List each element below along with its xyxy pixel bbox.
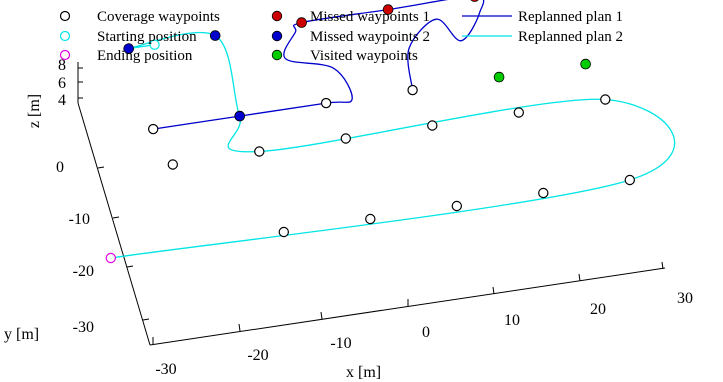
legend-label: Replanned plan 1: [518, 9, 623, 25]
x-tick-label: -30: [155, 361, 176, 378]
coverage-point: [365, 213, 376, 225]
y-axis-line: [77, 102, 151, 346]
visited-point: [493, 71, 505, 83]
end-point: [105, 252, 117, 264]
missed2-point: [123, 43, 134, 54]
legend-label: Starting position: [97, 29, 197, 45]
coverage-point: [254, 146, 265, 157]
coverage-point: [278, 226, 289, 238]
legend: Coverage waypoints Starting position End…: [59, 9, 623, 64]
legend-item-plan2: Replanned plan 2: [462, 29, 623, 45]
legend-marker-missed2: [271, 30, 283, 42]
legend-marker-missed1: [271, 10, 283, 22]
legend-marker-end: [59, 49, 71, 61]
y-tick-label: -20: [73, 263, 94, 280]
y-tick-labels: -30 -20 -10 0: [56, 159, 94, 336]
z-tick-label: 6: [58, 75, 66, 92]
legend-item-start: Starting position: [59, 29, 197, 45]
z-axis-label: z [m]: [26, 94, 43, 128]
x-tick-label: 0: [422, 324, 430, 341]
coverage-point: [427, 120, 438, 131]
coverage-point: [451, 200, 462, 212]
axes-frame: [77, 62, 666, 346]
x-tick-label: 30: [677, 290, 693, 307]
z-tick-label: 8: [58, 57, 66, 74]
marker-series: [105, 0, 636, 264]
legend-item-plan1: Replanned plan 1: [462, 9, 623, 25]
missed2-point: [209, 30, 221, 41]
coverage-point: [407, 84, 418, 96]
visited-point: [580, 58, 591, 70]
coverage-point: [624, 174, 636, 186]
y-tick-label: -10: [69, 211, 90, 228]
tick-marks: [78, 67, 664, 344]
legend-item-coverage: Coverage waypoints: [59, 9, 220, 25]
z-tick-labels: 4 6 8: [58, 57, 66, 109]
coverage-point: [167, 159, 178, 170]
x-tick-label: -10: [330, 335, 351, 352]
coverage-point: [340, 133, 351, 144]
legend-item-end: Ending position: [59, 48, 193, 64]
x-tick-labels: -30 -20 -10 0 10 20 30: [155, 290, 693, 378]
legend-label: Coverage waypoints: [97, 9, 220, 25]
missed2-point: [234, 110, 246, 122]
replanned-plan-2-line: [110, 31, 676, 259]
x-axis-line: [149, 267, 666, 346]
x-tick-label: 10: [504, 312, 520, 329]
coverage-point: [513, 107, 525, 118]
legend-marker-visited: [271, 49, 283, 61]
x-axis-label: x [m]: [346, 364, 381, 381]
legend-label: Missed waypoints 2: [310, 29, 430, 45]
legend-marker-start: [59, 30, 71, 42]
z-tick-label: 4: [58, 92, 66, 109]
y-axis-label: y [m]: [4, 326, 39, 343]
legend-label: Visited waypoints: [310, 48, 418, 64]
missed1-point: [470, 0, 479, 2]
replanned-plan-2-series: [110, 31, 676, 259]
x-tick-label: 20: [590, 301, 606, 318]
coverage-point: [600, 94, 611, 105]
missed1-point: [296, 17, 307, 28]
start-point: [149, 39, 160, 50]
legend-label: Missed waypoints 1: [310, 9, 430, 25]
y-tick-label: 0: [56, 159, 64, 176]
coverage-point: [320, 97, 332, 109]
legend-item-missed2: Missed waypoints 2: [271, 29, 430, 45]
legend-label: Ending position: [97, 48, 193, 64]
y-tick-label: -30: [73, 319, 94, 336]
legend-item-missed1: Missed waypoints 1: [271, 9, 430, 25]
legend-item-visited: Visited waypoints: [271, 48, 418, 64]
legend-label: Replanned plan 2: [518, 29, 623, 45]
x-tick-label: -20: [247, 347, 268, 364]
coverage-point: [538, 187, 549, 199]
coverage-point: [147, 123, 159, 135]
legend-marker-coverage: [59, 10, 71, 22]
missed1-point: [382, 4, 394, 15]
